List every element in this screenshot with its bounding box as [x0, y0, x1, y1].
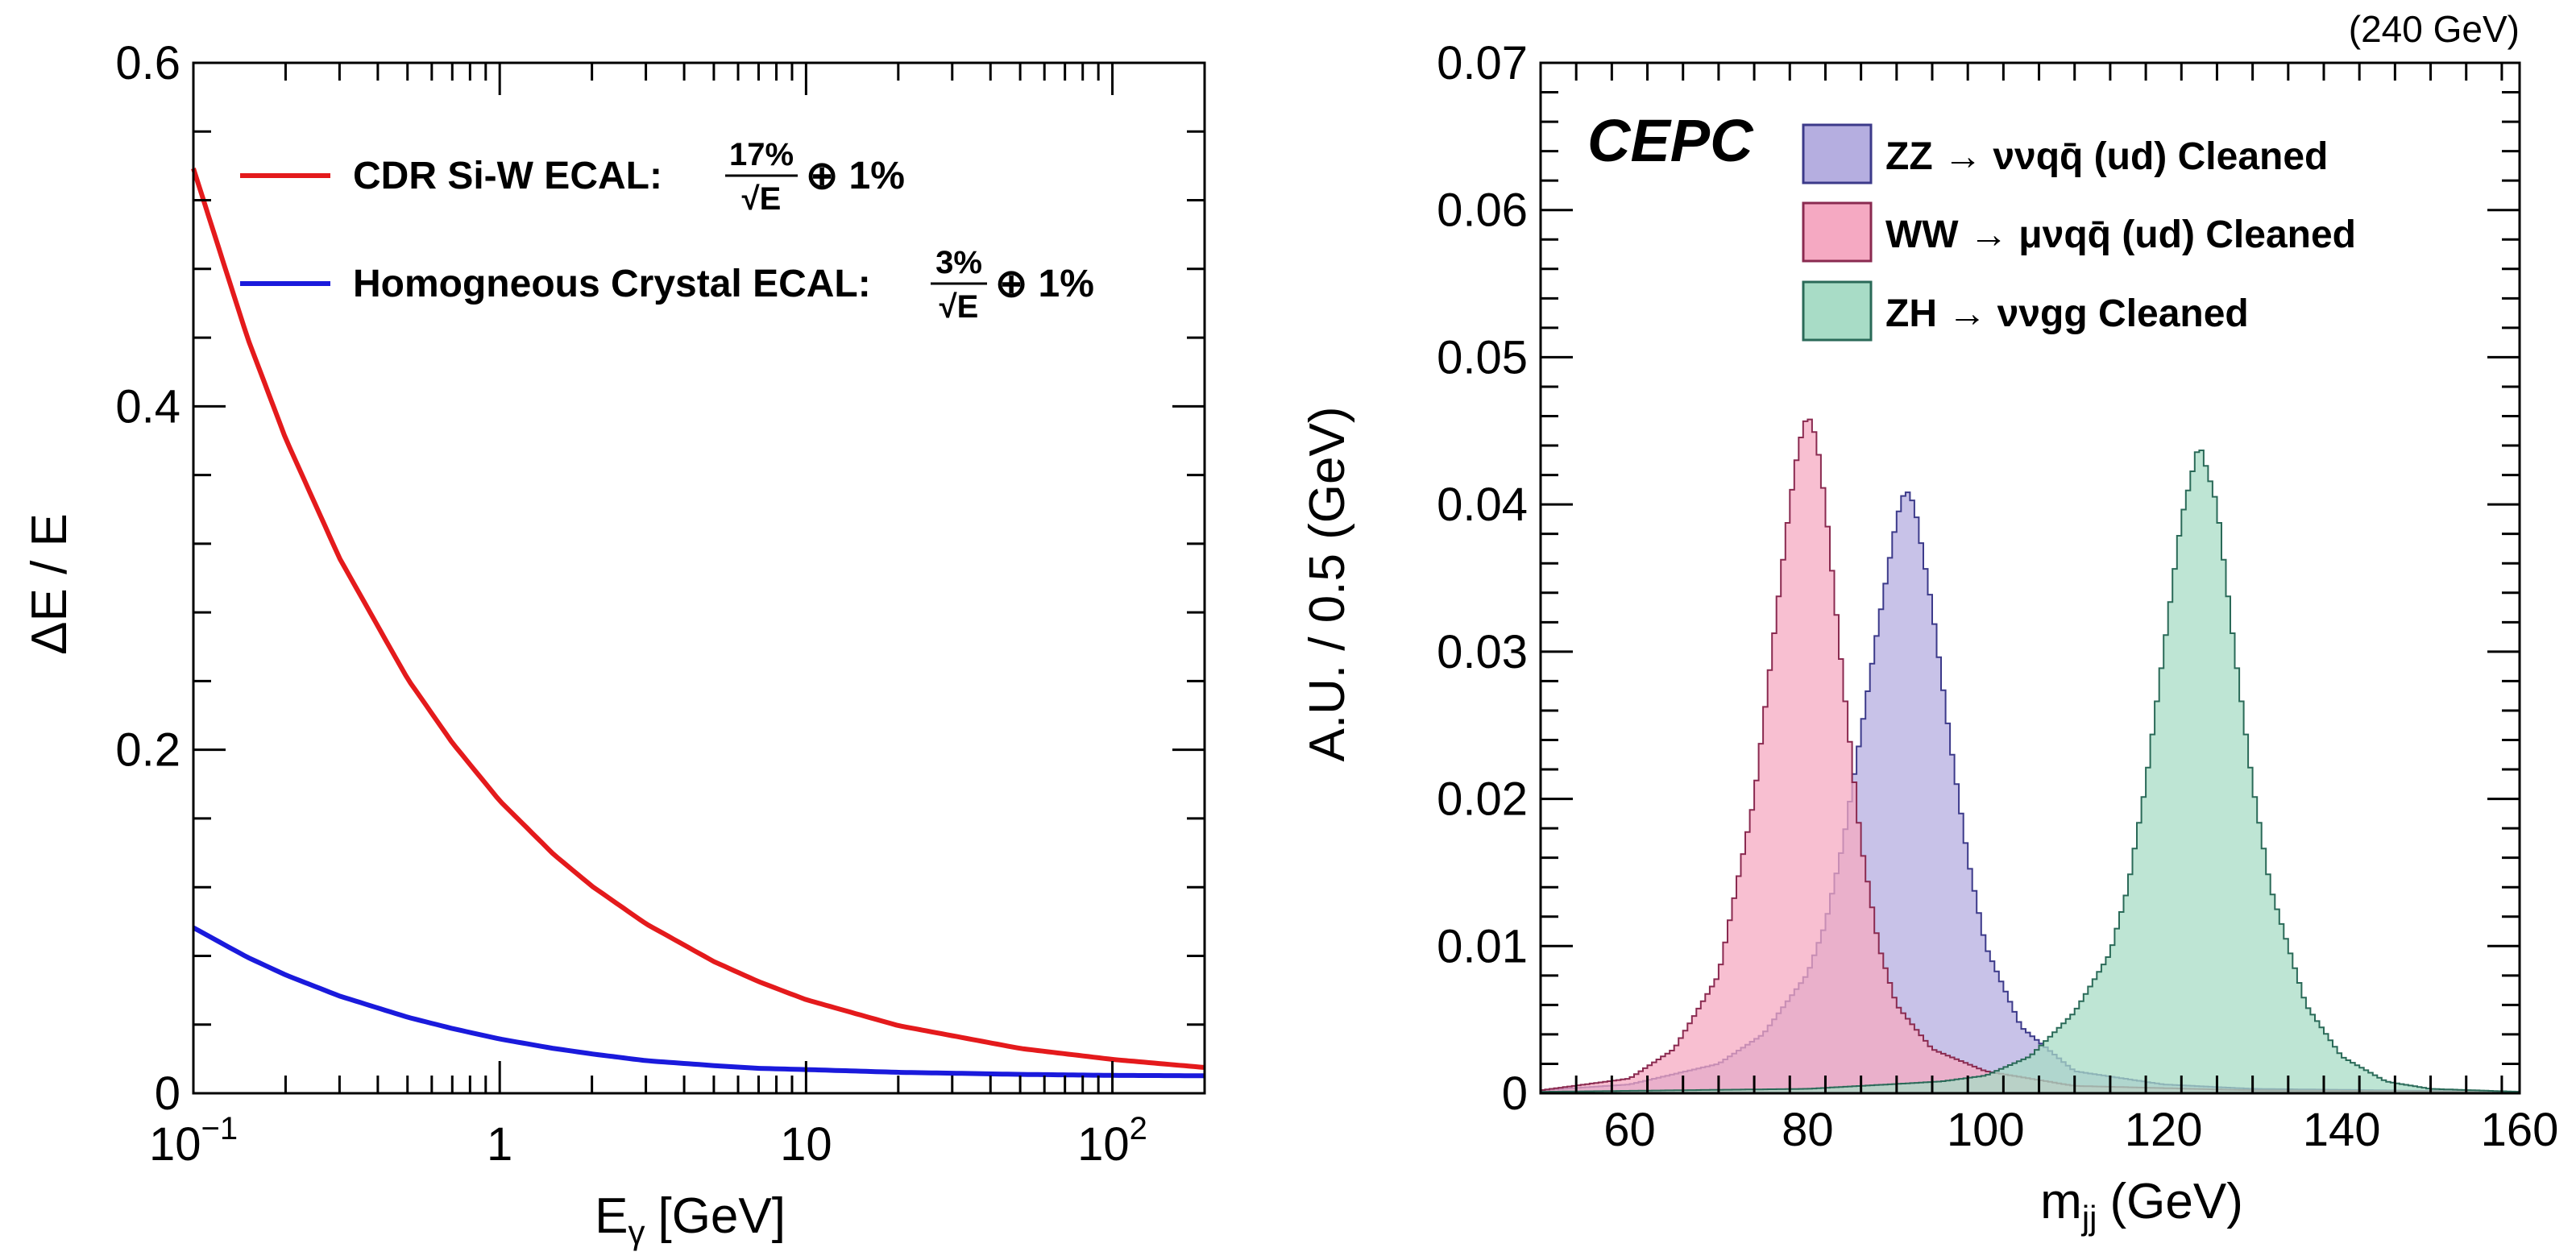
right-tick-labels: 0 0.01 0.02 0.03 0.04 0.05 0.06 0.07 60 80 100 120 1… [1437, 37, 2558, 1156]
right-x-axis-title: mjj (GeV) [2040, 1174, 2243, 1237]
legend-label-cdr-siw: CDR Si-W ECAL: [353, 155, 662, 197]
right-x-tick-label: 80 [1782, 1104, 1834, 1156]
legend-suffix-cdr-siw: ⊕ 1% [806, 155, 905, 197]
legend-swatch-ww [1802, 201, 1873, 263]
right-x-axis-unit: (GeV) [2109, 1174, 2242, 1229]
right-y-axis-title: A.U. / 0.5 (GeV) [1300, 406, 1355, 761]
right-x-axis-symbol: m [2040, 1174, 2082, 1229]
right-x-tick-label: 120 [2125, 1104, 2203, 1156]
right-y-tick-label: 0 [1502, 1067, 1528, 1120]
right-y-tick-label: 0.02 [1437, 773, 1528, 826]
left-y-axis-title: ΔE / E [22, 513, 77, 655]
curve-series-1 [192, 925, 1205, 1079]
legend-numerator-crystal: 3% [935, 245, 982, 280]
left-y-tick-label: 0.4 [115, 380, 180, 433]
left-x-axis-symbol: E [595, 1188, 628, 1244]
left-x-tick-label: 10−1 [149, 1111, 238, 1171]
legend-label-zh: ZH → ννgg Cleaned [1885, 292, 2249, 335]
right-histograms [1540, 418, 2520, 1094]
legend-label-zz: ZZ → ννqq̄ (ud) Cleaned [1885, 135, 2328, 178]
left-y-tick-label: 0 [155, 1067, 180, 1120]
left-legend: CDR Si-W ECAL: 17% √E ⊕ 1% Homogneous Cr… [240, 137, 1094, 325]
right-y-tick-label: 0.01 [1437, 920, 1528, 972]
curve-series-0 [191, 168, 1205, 1070]
left-chart: 0 0.2 0.4 0.6 10−1 1 10 102 ΔE / E Eγ [GeV] CDR … [22, 37, 1206, 1251]
left-x-axis-unit: [GeV] [657, 1188, 786, 1244]
right-x-tick-label: 140 [2303, 1104, 2381, 1156]
left-x-tick-label: 10 [780, 1118, 832, 1171]
left-x-tick-label: 102 [1077, 1111, 1147, 1171]
legend-numerator-cdr-siw: 17% [729, 137, 794, 172]
right-y-tick-label: 0.05 [1437, 331, 1528, 383]
left-curves [191, 168, 1205, 1079]
experiment-label: CEPC [1587, 107, 1754, 174]
histogram-series-0 [1540, 491, 2520, 1094]
right-x-tick-label: 100 [1947, 1104, 2025, 1156]
left-y-tick-label: 0.2 [115, 724, 180, 777]
histogram-series-1 [1540, 418, 2520, 1094]
right-x-axis-subscript: jj [2080, 1199, 2097, 1237]
right-y-tick-label: 0.06 [1437, 184, 1528, 237]
left-x-axis-title: Eγ [GeV] [595, 1188, 786, 1251]
right-legend: ZZ → ννqq̄ (ud) Cleaned WW → μνqq̄ (ud) … [1802, 123, 2356, 342]
legend-swatch-zz [1802, 123, 1873, 184]
right-ticks [1539, 61, 2520, 1095]
legend-swatch-zh [1802, 280, 1873, 342]
left-x-tick-label: 1 [487, 1118, 512, 1171]
right-x-tick-label: 60 [1603, 1104, 1656, 1156]
right-chart: 0 0.01 0.02 0.03 0.04 0.05 0.06 0.07 60 80 100 120 1… [1300, 8, 2558, 1237]
legend-denominator-crystal: √E [940, 289, 979, 325]
right-y-tick-label: 0.03 [1437, 626, 1528, 678]
right-x-tick-label: 160 [2481, 1104, 2559, 1156]
left-tick-labels: 0 0.2 0.4 0.6 10−1 1 10 102 [115, 37, 1147, 1171]
left-plot-frame [192, 61, 1206, 1095]
legend-denominator-cdr-siw: √E [742, 181, 782, 217]
legend-suffix-crystal: ⊕ 1% [995, 263, 1094, 305]
histogram-series-2 [1540, 450, 2520, 1094]
right-y-tick-label: 0.07 [1437, 37, 1528, 89]
left-x-axis-subscript: γ [628, 1213, 645, 1251]
left-y-tick-label: 0.6 [115, 37, 180, 89]
right-y-tick-label: 0.04 [1437, 479, 1528, 531]
energy-label: (240 GeV) [2349, 8, 2520, 50]
legend-label-crystal: Homogneous Crystal ECAL: [353, 263, 871, 305]
left-ticks [192, 61, 1206, 1095]
legend-label-ww: WW → μνqq̄ (ud) Cleaned [1885, 213, 2356, 256]
right-plot-frame [1539, 61, 2521, 1095]
